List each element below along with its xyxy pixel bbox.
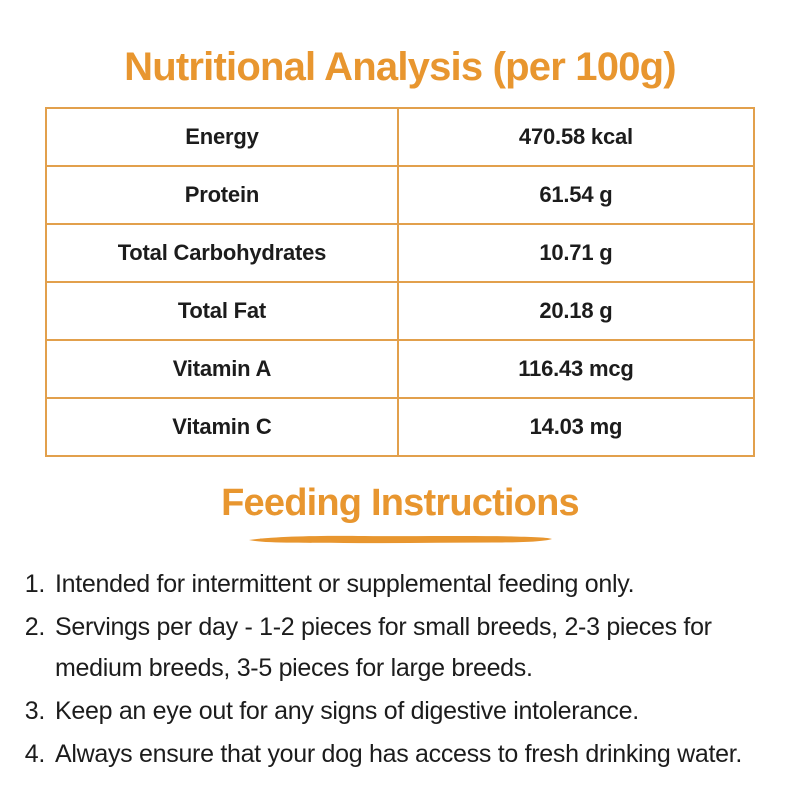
list-text: Keep an eye out for any signs of digesti…	[55, 696, 639, 725]
list-item: 1. Intended for intermittent or suppleme…	[11, 564, 789, 605]
list-number: 3.	[24, 696, 46, 725]
list-number: 2.	[24, 612, 46, 641]
nutrient-name: Total Fat	[45, 281, 399, 341]
brush-stroke-icon	[249, 535, 552, 543]
table-row: Vitamin C 14.03 mg	[45, 397, 756, 457]
nutrient-name: Vitamin A	[45, 339, 399, 399]
nutrition-table: Energy 470.58 kcal Protein 61.54 g Total…	[45, 107, 756, 457]
table-row: Total Carbohydrates 10.71 g	[45, 223, 756, 283]
table-row: Total Fat 20.18 g	[45, 281, 756, 341]
nutrient-value: 20.18 g	[396, 281, 756, 341]
table-row: Energy 470.58 kcal	[45, 107, 756, 167]
list-number: 1.	[24, 569, 46, 598]
feeding-instructions-heading: Feeding Instructions	[221, 482, 580, 524]
feeding-list: 1. Intended for intermittent or suppleme…	[11, 564, 789, 775]
nutrient-value: 116.43 mcg	[396, 339, 756, 399]
list-text: Intended for intermittent or supplementa…	[55, 569, 635, 598]
list-item: 4. Always ensure that your dog has acces…	[11, 734, 789, 775]
nutrient-value: 10.71 g	[396, 223, 756, 283]
list-text: Servings per day - 1-2 pieces for small …	[55, 612, 712, 682]
nutrient-name: Vitamin C	[45, 397, 399, 457]
list-number: 4.	[24, 739, 46, 768]
nutrition-label: Nutritional Analysis (per 100g) Energy 4…	[0, 44, 800, 800]
nutrient-name: Protein	[45, 165, 399, 225]
nutrient-value: 61.54 g	[396, 165, 756, 225]
list-item: 2. Servings per day - 1-2 pieces for sma…	[11, 607, 789, 689]
list-text: Always ensure that your dog has access t…	[55, 739, 743, 768]
nutrient-value: 470.58 kcal	[396, 107, 756, 167]
brush-underline	[0, 530, 800, 548]
table-row: Protein 61.54 g	[45, 165, 756, 225]
page-title: Nutritional Analysis (per 100g)	[124, 45, 676, 89]
table-row: Vitamin A 116.43 mcg	[45, 339, 756, 399]
list-item: 3. Keep an eye out for any signs of dige…	[11, 691, 789, 732]
nutrient-value: 14.03 mg	[396, 397, 756, 457]
nutrient-name: Total Carbohydrates	[45, 223, 399, 283]
nutrient-name: Energy	[45, 107, 399, 167]
